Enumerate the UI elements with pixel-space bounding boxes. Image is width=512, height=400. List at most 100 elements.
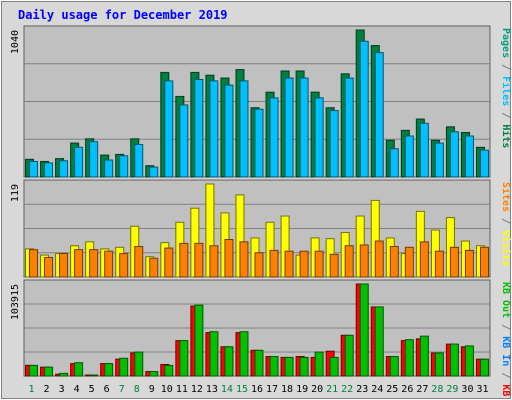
bar-files-day-25 xyxy=(389,148,399,178)
bar-sites-day-9 xyxy=(149,257,159,278)
day-label: 26 xyxy=(401,384,413,395)
panel-max-label: 1040 xyxy=(10,30,21,54)
bar-kb-out-day-25 xyxy=(389,356,399,377)
bar-kb-out-day-10 xyxy=(164,364,174,377)
day-label: 29 xyxy=(446,384,458,395)
day-label: 4 xyxy=(74,384,80,395)
day-label: 9 xyxy=(149,384,155,395)
bar-kb-out-day-24 xyxy=(374,306,384,377)
bar-sites-day-16 xyxy=(254,252,264,278)
bar-kb-out-day-3 xyxy=(59,372,69,377)
bar-sites-day-27 xyxy=(419,241,429,278)
bar-sites-day-6 xyxy=(104,250,114,278)
bar-files-day-26 xyxy=(404,135,414,178)
bar-sites-day-11 xyxy=(179,242,189,278)
bar-files-day-21 xyxy=(329,110,339,178)
bar-kb-out-day-5 xyxy=(89,374,99,377)
bar-kb-out-day-15 xyxy=(239,331,249,377)
legend-entry: KB In xyxy=(500,336,511,366)
bar-kb-out-day-28 xyxy=(434,352,444,377)
day-label: 16 xyxy=(251,384,263,395)
day-label: 25 xyxy=(386,384,398,395)
bar-sites-day-13 xyxy=(209,245,219,278)
bar-sites-day-12 xyxy=(194,242,204,278)
day-label: 31 xyxy=(476,384,488,395)
bar-files-day-5 xyxy=(89,141,99,178)
bar-files-day-10 xyxy=(164,80,174,178)
bar-kb-out-day-22 xyxy=(344,334,354,377)
bar-kb-out-day-18 xyxy=(284,356,294,377)
bar-sites-day-19 xyxy=(299,250,309,278)
day-label: 12 xyxy=(191,384,203,395)
bar-sites-day-25 xyxy=(389,246,399,278)
bar-kb-out-day-20 xyxy=(314,351,324,377)
bar-kb-out-day-23 xyxy=(359,283,369,377)
bar-files-day-9 xyxy=(149,166,159,178)
bar-kb-out-day-12 xyxy=(194,304,204,377)
legend-entry: / xyxy=(500,366,511,384)
bar-files-day-17 xyxy=(269,97,279,178)
bar-kb-out-day-29 xyxy=(449,343,459,377)
bar-files-day-6 xyxy=(104,159,114,178)
legend-entry: / xyxy=(500,106,511,124)
panel-hits_files_pages: 1040 Pages / Files / Hits xyxy=(10,25,512,178)
bar-files-day-19 xyxy=(299,77,309,178)
bar-files-day-3 xyxy=(59,160,69,178)
bar-kb-out-day-2 xyxy=(44,366,54,377)
bar-sites-day-26 xyxy=(404,246,414,278)
bar-files-day-8 xyxy=(134,143,144,178)
bar-files-day-4 xyxy=(74,146,84,178)
bar-sites-day-7 xyxy=(119,253,129,278)
panel-legend: KB Out / KB In / KB F xyxy=(500,282,511,400)
bar-files-day-29 xyxy=(449,131,459,178)
day-label: 10 xyxy=(161,384,173,395)
bar-files-day-23 xyxy=(359,40,369,178)
bar-kb-out-day-19 xyxy=(299,356,309,377)
legend-entry: KB Out xyxy=(500,282,511,318)
bar-sites-day-24 xyxy=(374,240,384,278)
panel-legend: Pages / Files / Hits xyxy=(500,28,512,148)
bar-files-day-13 xyxy=(209,80,219,178)
day-label: 6 xyxy=(104,384,110,395)
bar-kb-out-day-4 xyxy=(74,362,84,377)
bar-files-day-2 xyxy=(44,162,54,178)
day-label: 21 xyxy=(326,384,338,395)
bar-files-day-22 xyxy=(344,77,354,178)
day-label: 19 xyxy=(296,384,308,395)
bar-sites-day-28 xyxy=(434,250,444,278)
day-label: 23 xyxy=(356,384,368,395)
bar-files-day-24 xyxy=(374,52,384,178)
bar-kb-out-day-31 xyxy=(479,358,489,377)
bar-files-day-7 xyxy=(119,155,129,178)
bar-sites-day-2 xyxy=(44,256,54,278)
bar-sites-day-21 xyxy=(329,253,339,278)
bar-kb-out-day-11 xyxy=(179,340,189,377)
bar-kb-out-day-30 xyxy=(464,345,474,377)
bar-sites-day-20 xyxy=(314,250,324,278)
day-label: 13 xyxy=(206,384,218,395)
legend-entry: KB F xyxy=(500,384,511,400)
day-label: 30 xyxy=(461,384,473,395)
day-label: 14 xyxy=(221,384,233,395)
legend-entry: / xyxy=(500,58,511,76)
legend-entry: Files xyxy=(500,76,512,106)
bar-sites-day-3 xyxy=(59,253,69,278)
bar-kb-out-day-26 xyxy=(404,339,414,377)
bar-sites-day-1 xyxy=(29,249,39,278)
bar-kb-out-day-6 xyxy=(104,363,114,377)
legend-entry: Hits xyxy=(500,124,512,148)
bar-files-day-31 xyxy=(479,149,489,178)
day-label: 11 xyxy=(176,384,188,395)
day-label: 3 xyxy=(59,384,65,395)
panel-kbytes: 103915 KB Out / KB In / KB F xyxy=(10,279,511,400)
bar-sites-day-8 xyxy=(134,246,144,278)
day-label: 5 xyxy=(89,384,95,395)
bar-kb-out-day-17 xyxy=(269,356,279,377)
day-label: 22 xyxy=(341,384,353,395)
day-label: 28 xyxy=(431,384,443,395)
legend-entry: / xyxy=(500,212,511,230)
bar-files-day-15 xyxy=(239,80,249,178)
day-label: 18 xyxy=(281,384,293,395)
panel-legend: Sites / Visits xyxy=(500,182,512,266)
bar-sites-day-17 xyxy=(269,249,279,278)
